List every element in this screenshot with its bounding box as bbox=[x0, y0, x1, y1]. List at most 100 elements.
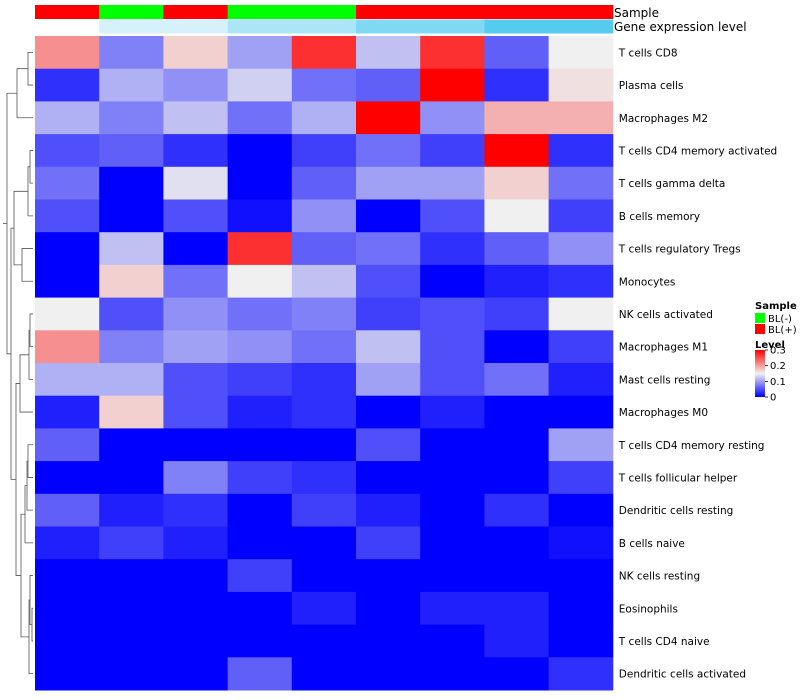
heatmap-cell bbox=[548, 657, 614, 691]
heatmap-cell bbox=[420, 395, 485, 429]
legend-level-tick-label: 0.2 bbox=[770, 361, 786, 372]
dendrogram-branch bbox=[27, 444, 33, 478]
heatmap-cell bbox=[548, 68, 614, 102]
row-label: Plasma cells bbox=[619, 80, 684, 92]
heatmap-cell bbox=[484, 330, 550, 364]
heatmap-cell bbox=[35, 395, 100, 429]
row-dendrogram bbox=[3, 51, 33, 675]
heatmap-cell bbox=[356, 264, 421, 299]
sample-annotation-cell bbox=[291, 5, 357, 19]
sample-annotation-bar bbox=[35, 5, 614, 19]
heatmap-cell bbox=[484, 395, 550, 429]
heatmap-cell bbox=[420, 101, 485, 135]
heatmap-cell bbox=[99, 591, 164, 626]
heatmap-cell bbox=[484, 232, 550, 266]
heatmap-cell bbox=[420, 624, 485, 658]
heatmap-cell bbox=[548, 624, 614, 658]
heatmap-cell bbox=[356, 657, 421, 691]
heatmap-cell bbox=[356, 428, 421, 462]
dendrogram-branch bbox=[24, 485, 33, 544]
heatmap-cell bbox=[35, 330, 100, 364]
heatmap-cell bbox=[291, 363, 357, 397]
heatmap-cell bbox=[227, 68, 293, 102]
heatmap-cell bbox=[35, 428, 100, 462]
heatmap-cell bbox=[227, 330, 293, 364]
heatmap-cell bbox=[163, 559, 229, 593]
heatmap-cell bbox=[163, 395, 229, 429]
heatmap-cell bbox=[227, 428, 293, 462]
heatmap-cell bbox=[99, 657, 164, 691]
heatmap-cell bbox=[99, 199, 164, 233]
heatmap-cell bbox=[227, 363, 293, 397]
heatmap-cell bbox=[291, 101, 357, 135]
legend-sample-swatch bbox=[755, 324, 765, 334]
heatmap-cell bbox=[163, 591, 229, 626]
heatmap-cell bbox=[356, 591, 421, 626]
heatmap-cell bbox=[420, 68, 485, 102]
heatmap-cell bbox=[356, 559, 421, 593]
heatmap-cell bbox=[356, 36, 421, 70]
heatmap-cell bbox=[420, 526, 485, 560]
dendrogram-branch bbox=[31, 607, 33, 642]
heatmap-cell bbox=[356, 199, 421, 233]
heatmap-cell bbox=[99, 297, 164, 331]
heatmap-cell bbox=[548, 297, 614, 331]
heatmap-cell bbox=[163, 526, 229, 560]
row-label: Eosinophils bbox=[619, 603, 678, 615]
heatmap-cell bbox=[35, 232, 100, 266]
heatmap-cell bbox=[420, 36, 485, 70]
heatmap-cell bbox=[484, 559, 550, 593]
row-label: T cells CD4 memory resting bbox=[618, 440, 765, 452]
heatmap-cell bbox=[548, 591, 614, 626]
heatmap-cell bbox=[484, 297, 550, 331]
heatmap-cell bbox=[163, 232, 229, 266]
dendrogram-branch bbox=[6, 92, 17, 355]
heatmap-cell bbox=[420, 591, 485, 626]
level-annotation-cell bbox=[99, 19, 164, 34]
heatmap-cell bbox=[548, 101, 614, 135]
heatmap-cell bbox=[35, 461, 100, 495]
heatmap-cell bbox=[99, 395, 164, 429]
row-label: Dendritic cells resting bbox=[619, 505, 734, 517]
heatmap-cell bbox=[548, 36, 614, 70]
heatmap-cell bbox=[420, 559, 485, 593]
heatmap-cell bbox=[484, 624, 550, 658]
legend-level-title: Level bbox=[755, 340, 785, 351]
heatmap-cells bbox=[35, 36, 614, 691]
level-annotation-cell bbox=[484, 19, 550, 34]
heatmap-cell bbox=[548, 363, 614, 397]
heatmap-cell bbox=[420, 264, 485, 299]
heatmap-cell bbox=[548, 559, 614, 593]
row-label: T cells CD8 bbox=[618, 47, 678, 59]
heatmap-cell bbox=[420, 199, 485, 233]
row-label: T cells CD4 naive bbox=[618, 636, 710, 648]
dendrogram-branch bbox=[27, 51, 33, 86]
heatmap-cell bbox=[35, 591, 100, 626]
heatmap-cell bbox=[227, 559, 293, 593]
row-label: B cells naive bbox=[619, 538, 685, 550]
heatmap-cell bbox=[99, 264, 164, 299]
heatmap-cell bbox=[420, 461, 485, 495]
row-label: T cells CD4 memory activated bbox=[618, 145, 777, 157]
heatmap-cell bbox=[356, 134, 421, 168]
heatmap-cell bbox=[291, 297, 357, 331]
heatmap-cell bbox=[163, 134, 229, 168]
heatmap-cell bbox=[163, 330, 229, 364]
heatmap-cell bbox=[291, 591, 357, 626]
heatmap-cell bbox=[484, 36, 550, 70]
heatmap-cell bbox=[163, 624, 229, 658]
heatmap-cell bbox=[291, 657, 357, 691]
heatmap-cell bbox=[99, 526, 164, 560]
row-label: Mast cells resting bbox=[619, 374, 711, 386]
heatmap-cell bbox=[35, 624, 100, 658]
heatmap-cell bbox=[227, 395, 293, 429]
heatmap-cell bbox=[548, 493, 614, 527]
heatmap-cell bbox=[356, 526, 421, 560]
heatmap-cell bbox=[227, 657, 293, 691]
heatmap-cell bbox=[548, 232, 614, 266]
level-annotation-cell bbox=[420, 19, 485, 34]
row-label: Dendritic cells activated bbox=[619, 669, 746, 681]
heatmap-cell bbox=[356, 493, 421, 527]
heatmap-cell bbox=[548, 264, 614, 299]
